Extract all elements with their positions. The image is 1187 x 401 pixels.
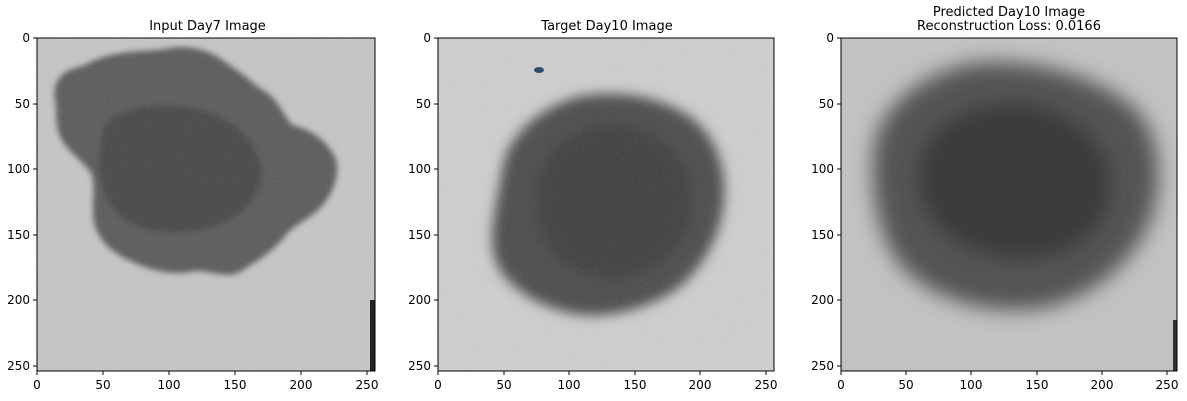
x-tick-label: 250 <box>1156 378 1179 392</box>
x-axis-ticks: 0 50 100 150 200 250 <box>434 371 777 392</box>
y-tick-label: 250 <box>408 359 431 373</box>
plot-predicted: 0 50 100 150 200 250 0 50 100 150 200 25… <box>811 31 1178 392</box>
x-tick-label: 50 <box>95 378 110 392</box>
y-tick-label: 200 <box>7 293 30 307</box>
panel-predicted-day10: Predicted Day10 Image Reconstruction Los… <box>805 0 1185 401</box>
y-tick-label: 50 <box>819 97 834 111</box>
x-tick-label: 150 <box>1026 378 1049 392</box>
panel-target-day10: Target Day10 Image 0 <box>402 0 782 401</box>
y-tick-label: 200 <box>408 293 431 307</box>
y-tick-label: 250 <box>7 359 30 373</box>
y-axis-ticks: 0 50 100 150 200 250 <box>811 31 841 373</box>
x-tick-label: 100 <box>960 378 983 392</box>
y-tick-label: 150 <box>811 228 834 242</box>
y-tick-label: 0 <box>22 31 30 45</box>
y-tick-label: 100 <box>811 162 834 176</box>
x-axis-ticks: 0 50 100 150 200 250 <box>837 371 1178 392</box>
predicted-day10-spheroid-image <box>841 38 1177 371</box>
x-tick-label: 250 <box>755 378 778 392</box>
y-axis-ticks: 0 50 100 150 200 250 <box>7 31 37 373</box>
target-day10-spheroid-image <box>438 38 774 371</box>
plot-target: 0 50 100 150 200 250 0 50 100 150 200 25… <box>408 31 777 392</box>
y-tick-label: 200 <box>811 293 834 307</box>
panel-title: Target Day10 Image <box>438 20 776 34</box>
x-tick-label: 150 <box>624 378 647 392</box>
y-tick-label: 0 <box>826 31 834 45</box>
title-line-2: Reconstruction Loss: 0.0166 <box>917 19 1101 34</box>
x-axis-ticks: 0 50 100 150 200 250 <box>33 371 378 392</box>
x-tick-label: 0 <box>837 378 845 392</box>
x-tick-label: 200 <box>290 378 313 392</box>
input-day7-spheroid-image <box>37 38 375 371</box>
x-tick-label: 0 <box>434 378 442 392</box>
title-line-1: Predicted Day10 Image <box>932 5 1086 20</box>
y-tick-label: 100 <box>7 162 30 176</box>
title-line-1: Input Day7 Image <box>149 19 266 34</box>
x-tick-label: 50 <box>898 378 913 392</box>
title-line-1: Target Day10 Image <box>541 19 673 34</box>
y-tick-label: 150 <box>7 228 30 242</box>
y-tick-label: 0 <box>423 31 431 45</box>
y-tick-label: 250 <box>811 359 834 373</box>
panel-input-day7: Input Day7 Image 0 5 <box>0 0 380 401</box>
y-tick-label: 50 <box>15 97 30 111</box>
y-tick-label: 100 <box>408 162 431 176</box>
panel-title: Predicted Day10 Image Reconstruction Los… <box>841 6 1177 34</box>
plot-input: 0 50 100 150 200 250 0 50 100 150 200 25… <box>7 31 378 392</box>
x-tick-label: 200 <box>689 378 712 392</box>
x-tick-label: 250 <box>356 378 379 392</box>
y-axis-ticks: 0 50 100 150 200 250 <box>408 31 438 373</box>
y-tick-label: 50 <box>416 97 431 111</box>
panel-title: Input Day7 Image <box>30 20 385 34</box>
y-tick-label: 150 <box>408 228 431 242</box>
x-tick-label: 0 <box>33 378 41 392</box>
x-tick-label: 100 <box>158 378 181 392</box>
x-tick-label: 100 <box>558 378 581 392</box>
x-tick-label: 50 <box>496 378 511 392</box>
x-tick-label: 200 <box>1091 378 1114 392</box>
x-tick-label: 150 <box>224 378 247 392</box>
